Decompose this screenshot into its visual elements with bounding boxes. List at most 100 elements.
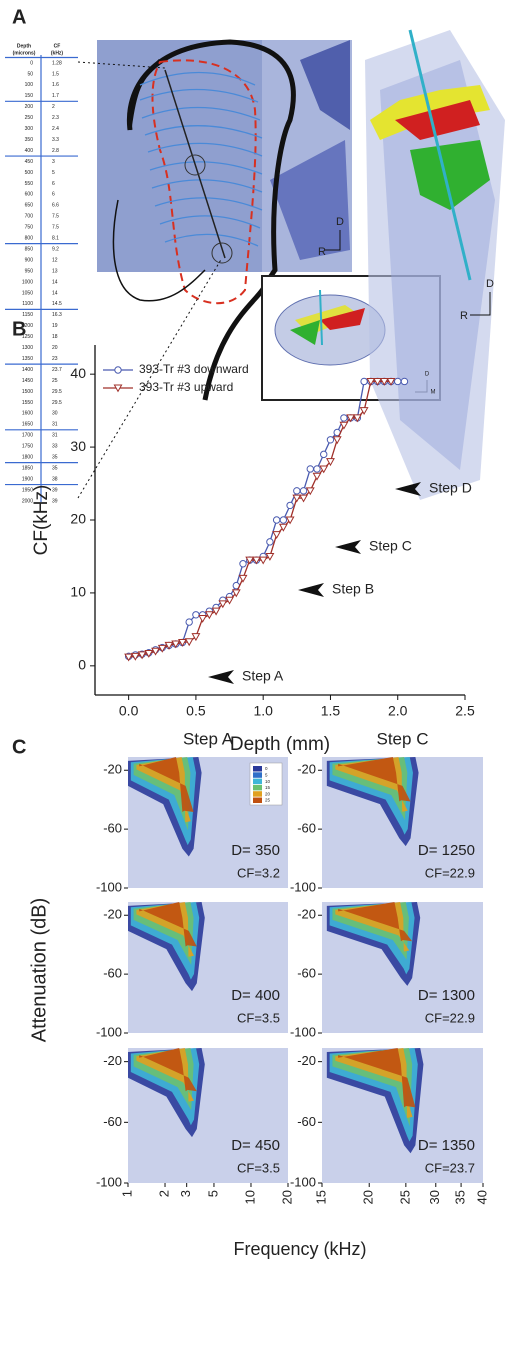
cf-label: CF=22.9 [425,865,475,880]
table-cell: 1300 [22,345,33,351]
marker [272,516,281,524]
x-axis-title: Frequency (kHz) [233,1239,366,1259]
table-cell: 25 [52,378,58,384]
x-tick-label: 1.5 [321,703,341,719]
y-tick-label: -20 [103,907,122,922]
x-tick-label: 30 [427,1190,442,1204]
table-cell: 7.5 [52,225,59,231]
marker [265,552,275,561]
marker [204,611,214,620]
colorbar-swatch [253,791,262,797]
table-cell: 350 [25,137,34,143]
y-tick-label: -60 [297,966,316,981]
y-tick-label: -100 [290,1174,316,1189]
x-tick-label: 20 [279,1190,294,1204]
table-cell: 23.7 [52,367,62,373]
table-cell: 1350 [22,356,33,362]
table-cell: 1200 [22,323,33,329]
table-cell: 31 [52,433,58,439]
marker [151,647,160,656]
table-cell: 300 [25,126,34,132]
table-cell: 100 [25,82,34,88]
marker [191,633,201,642]
table-cell: 14.5 [52,301,62,307]
table-cell: 600 [25,192,34,198]
table-cell: 31 [52,422,58,428]
y-tick-label: -60 [297,821,316,836]
y-tick-label: -20 [297,907,316,922]
marker [225,596,234,605]
table-cell: 6 [52,192,55,198]
colorbar-swatch [253,766,262,772]
y-tick-label: -60 [103,821,122,836]
table-cell: 12 [52,257,58,263]
x-tick-label: 0.5 [186,703,206,719]
marker [299,494,308,503]
table-cell: 400 [25,148,34,154]
marker [285,516,295,525]
table-header: Depth [17,43,31,49]
table-cell: 1100 [22,301,33,307]
colorbar-label: 10 [265,779,271,784]
colorbar-swatch [253,772,262,778]
annotation-arrow [335,540,361,554]
cf-label: CF=22.9 [425,1010,475,1025]
table-cell: 250 [25,115,34,121]
marker [278,523,288,532]
x-tick-label: 3 [178,1190,193,1197]
panel-label: A [12,6,26,28]
marker [373,377,382,386]
table-cell: 3.3 [52,137,59,143]
table-cell: 1.28 [52,60,62,66]
panel-label: C [12,736,26,758]
depth-label: D= 350 [231,842,280,859]
table-cell: 1900 [22,476,33,482]
table-cell: 2.3 [52,115,59,121]
y-tick-label: -20 [297,762,316,777]
x-tick-label: 2 [156,1190,171,1197]
table-header: (kHz) [51,50,64,56]
marker [306,465,314,473]
colorbar-label: 15 [265,785,271,790]
table-cell: 550 [25,181,34,187]
table-cell: 150 [25,93,34,99]
x-tick-label: 5 [205,1190,220,1197]
marker [299,487,308,495]
marker [258,556,268,565]
table-cell: 1250 [22,334,33,340]
x-tick-label: 0.0 [119,703,139,719]
marker [171,640,181,649]
table-cell: 33 [52,444,58,450]
table-cell: 800 [25,236,34,242]
table-cell: 200 [25,104,34,110]
table-cell: 1500 [22,389,33,395]
table-cell: 1.6 [52,82,59,88]
table-cell: 2.8 [52,148,59,154]
y-tick-label: 40 [70,365,86,381]
marker [340,414,348,422]
y-axis-title: Attenuation (dB) [28,898,50,1043]
marker [130,652,140,661]
table-cell: 38 [52,476,58,482]
marker [400,377,409,386]
marker [178,639,187,647]
table-cell: 13 [52,268,58,274]
annotation: Step C [369,538,412,554]
table-cell: 1600 [22,411,33,417]
orientation-label: D [486,278,494,290]
marker [211,607,221,616]
colorbar-label: 20 [265,791,271,796]
y-tick-label: 0 [78,657,86,673]
cf-label: CF=3.2 [237,865,280,880]
x-tick-label: 10 [242,1190,257,1204]
annotation-arrow [208,670,234,684]
marker [359,407,369,416]
marker [238,574,248,583]
x-tick-label: 2.0 [388,703,408,719]
table-cell: 19 [52,323,58,329]
slice-image [77,39,352,499]
table-cell: 14 [52,279,58,285]
marker [339,421,349,430]
x-tick-label: 1 [119,1190,134,1197]
